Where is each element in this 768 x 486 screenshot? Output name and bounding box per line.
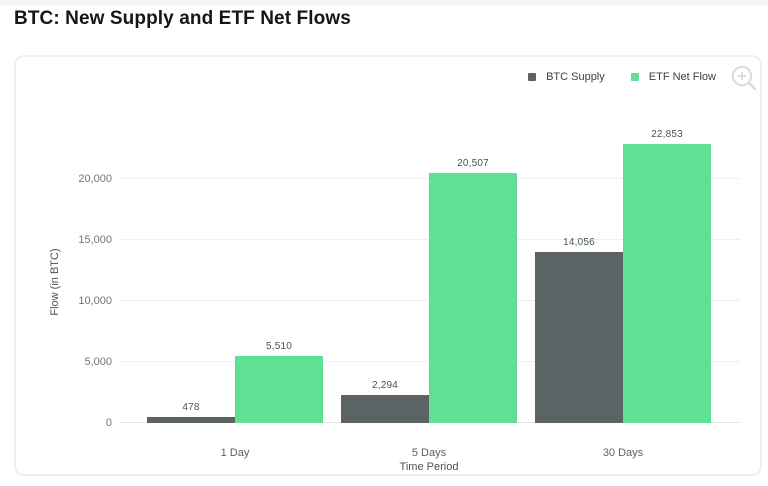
bar-value-label: 5,510: [265, 341, 293, 352]
bar-value-label: 2,294: [371, 380, 399, 391]
bar-btc-supply[interactable]: [147, 417, 235, 423]
bar-etf-net-flow[interactable]: [235, 356, 323, 423]
bar-group: 478 5,510 1 Day: [138, 57, 332, 459]
y-tick-label: 5,000: [84, 356, 112, 368]
zoom-in-button[interactable]: [728, 62, 760, 94]
bar-btc-supply[interactable]: [535, 252, 623, 423]
chart-legend: BTC Supply ETF Net Flow: [528, 71, 716, 83]
legend-label-btc-supply: BTC Supply: [546, 71, 605, 83]
bar-value-label: 14,056: [563, 237, 595, 248]
legend-item-etf-net-flow[interactable]: ETF Net Flow: [630, 71, 716, 83]
bar-value-label: 478: [182, 402, 200, 413]
legend-item-btc-supply[interactable]: BTC Supply: [528, 71, 605, 83]
bar-etf-net-flow[interactable]: [429, 173, 517, 423]
page-title: BTC: New Supply and ETF Net Flows: [14, 8, 351, 29]
magnifier-plus-icon: [731, 65, 757, 91]
bar-btc-supply[interactable]: [341, 395, 429, 423]
bar-group: 2,294 20,507 5 Days: [332, 57, 526, 459]
bar-group: 14,056 22,853 30 Days: [526, 57, 720, 459]
x-axis-title: Time Period: [399, 461, 459, 473]
legend-swatch-etf-net-flow: [630, 73, 639, 81]
legend-label-etf-net-flow: ETF Net Flow: [648, 71, 716, 83]
legend-swatch-btc-supply: [528, 73, 537, 81]
x-category-label: 5 Days: [411, 447, 447, 459]
bars-container: 478 5,510 1 Day 2,294 20,507 5 Days 14,056 22,8…: [138, 57, 720, 459]
y-tick-label: 20,000: [78, 173, 112, 185]
bar-value-label: 20,507: [457, 158, 489, 169]
x-category-label: 30 Days: [602, 447, 644, 459]
x-category-label: 1 Day: [220, 447, 250, 459]
bar-etf-net-flow[interactable]: [623, 144, 711, 423]
y-axis-tick-labels: 0 5,000 10,000 15,000 20,000: [16, 57, 112, 429]
y-tick-label: 10,000: [78, 295, 112, 307]
y-tick-label: 0: [105, 417, 112, 429]
y-tick-label: 15,000: [78, 234, 112, 246]
top-strip: [0, 0, 768, 5]
bar-value-label: 22,853: [651, 129, 683, 140]
